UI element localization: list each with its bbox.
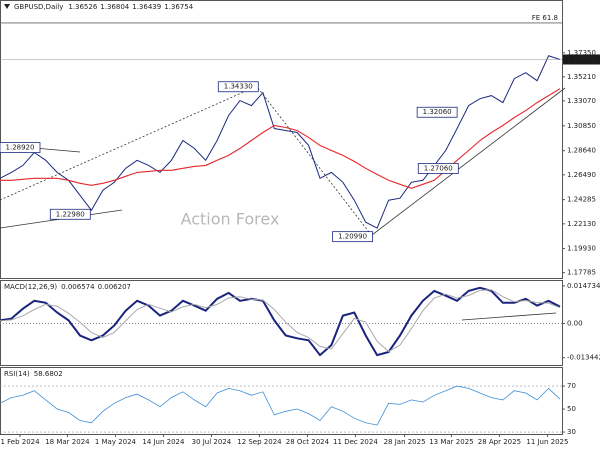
annotation-box xyxy=(417,163,459,174)
x-tick-label: 14 Jun 2024 xyxy=(142,438,185,446)
macd-trendline xyxy=(461,312,557,321)
y-tick-label: 0.00 xyxy=(567,319,583,327)
macd-title: MACD(12,26,9) xyxy=(4,283,57,291)
annotation: 1.20990 xyxy=(332,231,373,243)
collapse-icon xyxy=(4,4,10,9)
y-tick-label: 1.26490 xyxy=(567,171,596,179)
open: 1.36526 xyxy=(68,3,97,11)
price-line xyxy=(0,55,561,229)
x-tick-label: 11 Dec 2024 xyxy=(333,438,378,446)
x-tick-label: 28 Oct 2024 xyxy=(286,438,330,446)
annotation-label: 1.27060 xyxy=(424,164,453,172)
annotation-label: 1.34330 xyxy=(224,83,253,91)
chart-header: GBPUSD,Daily 1.36526 1.36804 1.36439 1.36754 xyxy=(14,3,194,11)
macd-line xyxy=(0,286,561,357)
watermark: Action Forex xyxy=(181,210,280,229)
annotation-box xyxy=(49,208,91,220)
macd-header: MACD(12,26,9) 0.006574 0.006207 xyxy=(4,283,131,291)
y-tick-label: 1.28640 xyxy=(567,147,596,155)
annotation-label: 1.22980 xyxy=(56,210,85,218)
rsi-header: RSI(14) 58.6802 xyxy=(4,370,63,378)
low: 1.36439 xyxy=(132,3,161,11)
y-tick-label: 1.19930 xyxy=(567,245,596,253)
annotation: 1.27060 xyxy=(417,163,459,174)
y-tick-label: 70 xyxy=(567,382,576,390)
symbol: GBPUSD,Daily xyxy=(14,3,63,11)
annotation: 1.22980 xyxy=(49,208,91,220)
close: 1.36754 xyxy=(164,3,193,11)
y-tick-label: 1.35210 xyxy=(567,73,596,81)
y-tick-label: 0.014734 xyxy=(567,282,600,290)
price-tag-label: 1.36754 xyxy=(567,56,596,64)
y-tick-label: 1.17785 xyxy=(567,269,596,277)
annotation-box xyxy=(217,81,259,93)
x-tick-label: 11 Jun 2025 xyxy=(526,438,568,446)
rsi-panel xyxy=(0,367,563,435)
annotation-box xyxy=(416,106,458,118)
x-tick-label: 12 Sep 2024 xyxy=(237,438,282,446)
price-tag xyxy=(563,54,600,65)
y-tick-label: 1.33070 xyxy=(567,97,596,105)
x-tick-label: 13 Mar 2025 xyxy=(429,438,473,446)
annotation-box xyxy=(332,231,373,243)
rsi-title: RSI(14) xyxy=(4,370,30,378)
annotation: 1.28920 xyxy=(0,142,41,153)
y-tick-label: 1.37350 xyxy=(567,49,596,57)
y-tick-label: -0.013442 xyxy=(567,354,600,362)
x-tick-label: 28 Apr 2025 xyxy=(478,438,521,446)
y-tick-label: 1.22130 xyxy=(567,220,596,228)
y-tick-label: 50 xyxy=(567,405,576,413)
annotation-box xyxy=(0,142,41,153)
rsi-value: 58.6802 xyxy=(34,370,63,378)
signal-value: 0.006207 xyxy=(98,283,131,291)
high: 1.36804 xyxy=(100,3,129,11)
annotation-label: 1.32060 xyxy=(423,108,452,116)
swing-line xyxy=(257,87,373,237)
macd-line xyxy=(0,289,561,353)
price-line xyxy=(0,88,561,189)
x-tick-label: 28 Jan 2025 xyxy=(384,438,426,446)
main-panel xyxy=(0,0,563,279)
y-tick-label: 1.24285 xyxy=(567,196,596,204)
fe-label: FE 61.8 xyxy=(532,14,558,22)
macd-value: 0.006574 xyxy=(61,283,95,291)
rsi-line xyxy=(0,385,561,426)
x-tick-label: 1 Feb 2024 xyxy=(0,438,40,446)
y-tick-label: 1.30850 xyxy=(567,122,596,130)
x-tick-label: 30 Jul 2024 xyxy=(192,438,232,446)
annotation-label: 1.28920 xyxy=(6,144,35,152)
channel-line xyxy=(0,86,256,201)
support-line xyxy=(367,87,566,239)
y-tick-label: 30 xyxy=(567,428,576,436)
x-tick-label: 1 May 2024 xyxy=(95,438,137,446)
annotation: 1.34330 xyxy=(217,81,259,93)
annotation: 1.32060 xyxy=(416,106,458,118)
x-tick-label: 18 Mar 2024 xyxy=(45,438,90,446)
annotation-label: 1.20990 xyxy=(338,233,367,241)
